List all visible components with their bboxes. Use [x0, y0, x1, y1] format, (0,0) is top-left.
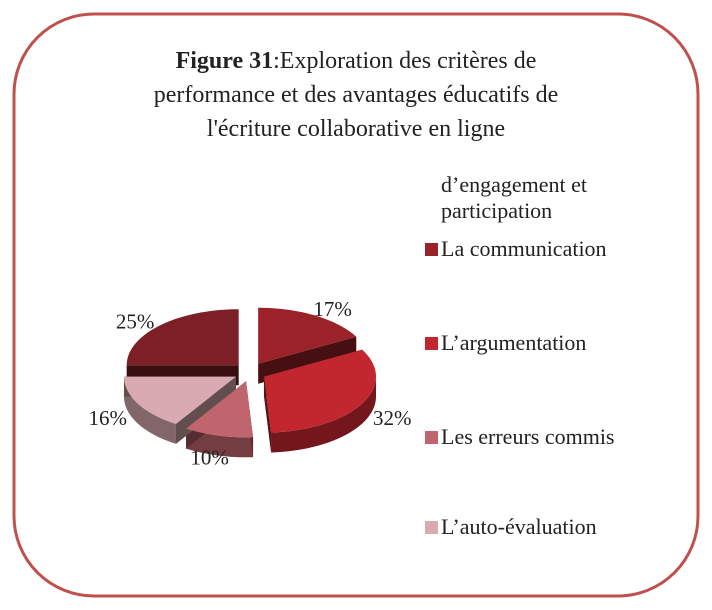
legend-item: La communication: [425, 236, 607, 262]
slice-edge: [264, 376, 272, 453]
legend-item: L’auto-évaluation: [425, 514, 597, 540]
title-label: Figure 31: [175, 48, 274, 74]
legend-item: Les erreurs commis: [425, 424, 615, 450]
slice: [264, 349, 377, 433]
legend-item: L’argumentation: [425, 330, 586, 356]
data-label: 16%: [88, 406, 127, 430]
legend-label: L’argumentation: [441, 330, 587, 355]
legend-swatch: [425, 520, 438, 534]
legend-item: d’engagement et participation: [441, 172, 611, 224]
data-label: 10%: [190, 446, 229, 470]
data-label: 17%: [313, 297, 352, 321]
legend-swatch: [425, 430, 438, 444]
slice: [123, 376, 236, 424]
slice: [126, 309, 239, 366]
data-label: 32%: [373, 406, 412, 430]
slice-side: [186, 428, 254, 458]
title-text: :Exploration des critères de performance…: [153, 48, 559, 142]
legend-swatch: [425, 242, 438, 256]
legend-swatch: [425, 336, 438, 350]
legend-label: La communication: [441, 236, 607, 261]
slice: [258, 307, 357, 364]
data-label: 25%: [116, 310, 155, 334]
legend-label: L’auto-évaluation: [441, 514, 597, 539]
slice-side: [123, 376, 176, 444]
slice: [186, 381, 254, 438]
frame: [12, 12, 700, 598]
slice-side: [271, 376, 377, 453]
legend-label: Les erreurs commis: [441, 424, 615, 449]
legend-label: d’engagement et participation: [441, 172, 587, 223]
chart-title: Figure 31:Exploration des critères de pe…: [130, 44, 582, 146]
